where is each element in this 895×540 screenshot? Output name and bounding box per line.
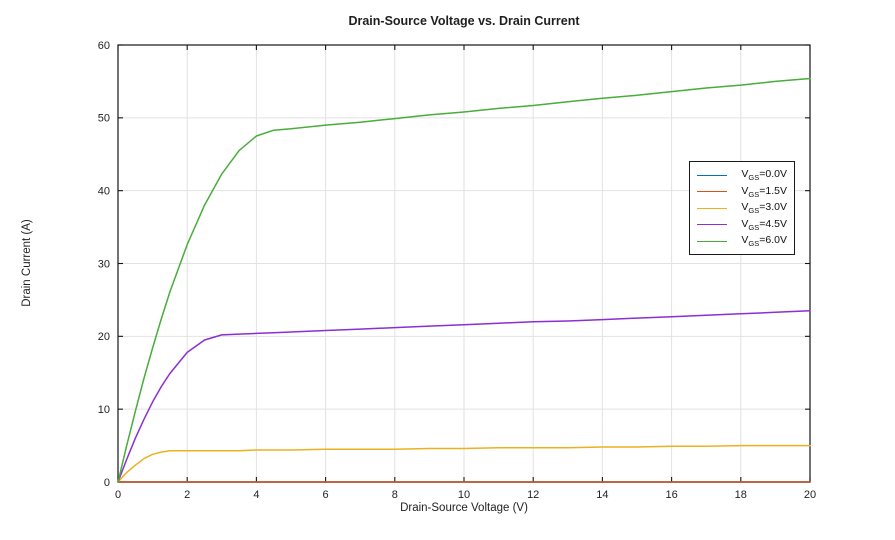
x-tick-labels: 0 2 4 6 8 10 12 14 16 18 20 (115, 489, 816, 501)
legend-entry-label: VGS=3.0V (741, 201, 787, 216)
svg-text:20: 20 (804, 489, 816, 501)
svg-text:10: 10 (98, 404, 110, 416)
legend-entry: VGS=4.5V (697, 217, 787, 234)
legend-entry-label: VGS=4.5V (741, 217, 787, 232)
svg-text:16: 16 (665, 489, 677, 501)
svg-text:20: 20 (98, 331, 110, 343)
legend-entry-label: VGS=0.0V (741, 168, 787, 183)
svg-text:12: 12 (527, 489, 539, 501)
svg-text:0: 0 (115, 489, 121, 501)
y-tick-labels: 0 10 20 30 40 50 60 (98, 40, 110, 489)
legend-entry: VGS=1.5V (697, 184, 787, 201)
series-VGS=3.0V (117, 444, 811, 483)
svg-text:40: 40 (98, 185, 110, 197)
legend-entry-label: VGS=1.5V (741, 184, 787, 199)
legend-entry: VGS=0.0V (697, 167, 787, 184)
series-VGS=4.5V (117, 310, 811, 483)
legend-entry: VGS=3.0V (697, 200, 787, 217)
svg-text:14: 14 (596, 489, 608, 501)
series-VGS=6.0V (117, 77, 811, 483)
legend: VGS=0.0V VGS=1.5V VGS=3.0V VGS=4.5V VGS=6.0V (689, 161, 795, 255)
x-axis-label: Drain-Source Voltage (V) (400, 502, 528, 514)
svg-text:0: 0 (104, 477, 110, 489)
chart-title: Drain-Source Voltage vs. Drain Current (348, 14, 580, 28)
legend-line-swatch (697, 207, 727, 209)
legend-line-swatch (697, 191, 727, 193)
legend-entry-label: VGS=6.0V (741, 234, 787, 249)
svg-text:10: 10 (458, 489, 470, 501)
svg-text:60: 60 (98, 40, 110, 52)
svg-text:18: 18 (735, 489, 747, 501)
legend-line-swatch (697, 240, 727, 242)
svg-text:4: 4 (253, 489, 259, 501)
gridlines (118, 45, 810, 482)
legend-line-swatch (697, 224, 727, 226)
y-axis-label: Drain Current (A) (21, 219, 33, 307)
svg-text:2: 2 (184, 489, 190, 501)
svg-text:30: 30 (98, 258, 110, 270)
series-lines (117, 77, 811, 483)
legend-line-swatch (697, 174, 727, 176)
svg-text:6: 6 (323, 489, 329, 501)
legend-entry: VGS=6.0V (697, 233, 787, 250)
svg-text:8: 8 (392, 489, 398, 501)
svg-text:50: 50 (98, 113, 110, 125)
